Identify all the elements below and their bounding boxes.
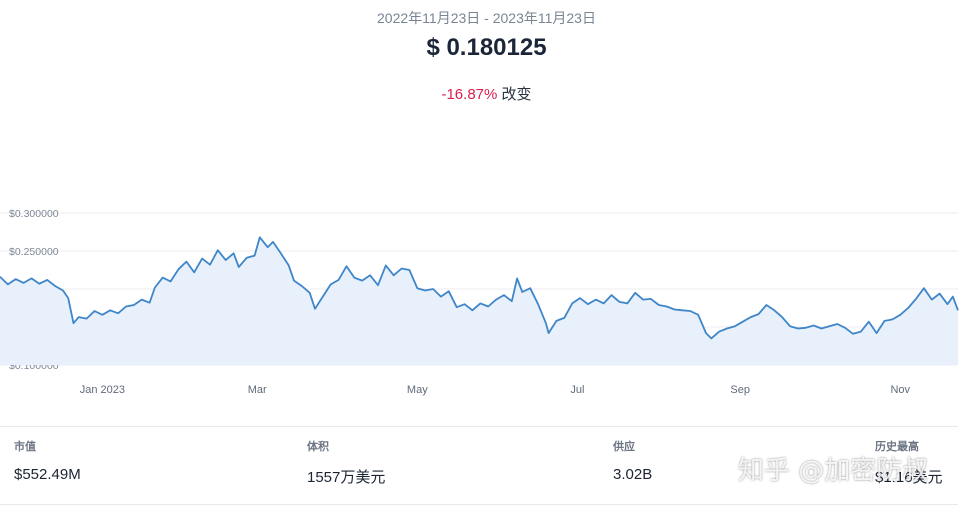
x-tick-label: Jan 2023 — [80, 384, 125, 396]
current-price: $ 0.180125 — [426, 34, 547, 61]
stat-label: 市值 — [14, 441, 36, 453]
x-tick-label: Mar — [248, 384, 267, 396]
price-change: -16.87% 改变 — [0, 83, 973, 104]
stat-label: 历史最高 — [875, 441, 919, 453]
stat-value: $1.16美元 — [875, 469, 943, 486]
y-tick-label: $0.250000 — [9, 246, 59, 258]
x-tick-label: Jul — [570, 384, 584, 396]
price-chart[interactable]: $0.300000$0.250000$0.200000$0.150000$0.1… — [0, 150, 973, 400]
price-line — [0, 236, 959, 340]
change-label: 改变 — [501, 86, 532, 103]
x-tick-label: Sep — [730, 384, 750, 396]
stat-value: 3.02B — [613, 466, 653, 483]
stat-supply: 供应 3.02B — [613, 438, 652, 483]
watermark: 知乎 @加密防叔 — [738, 456, 929, 486]
x-tick-label: Nov — [890, 384, 910, 396]
stat-value: 1557万美元 — [307, 469, 386, 486]
change-percent: -16.87% — [441, 86, 498, 103]
stat-market-cap: 市值 $552.49M — [14, 438, 81, 483]
x-tick-label: May — [407, 384, 428, 396]
stat-all-time-high: 历史最高 $1.16美元 — [875, 438, 943, 487]
stat-value: $552.49M — [14, 466, 81, 483]
stat-label: 供应 — [613, 441, 635, 453]
stats-divider-bottom — [0, 504, 958, 505]
stat-volume: 体积 1557万美元 — [307, 438, 385, 487]
y-tick-label: $0.300000 — [9, 208, 59, 220]
date-range: 2022年11月23日 - 2023年11月23日 — [377, 10, 596, 26]
stat-label: 体积 — [307, 441, 329, 453]
stats-divider-top — [0, 426, 958, 427]
